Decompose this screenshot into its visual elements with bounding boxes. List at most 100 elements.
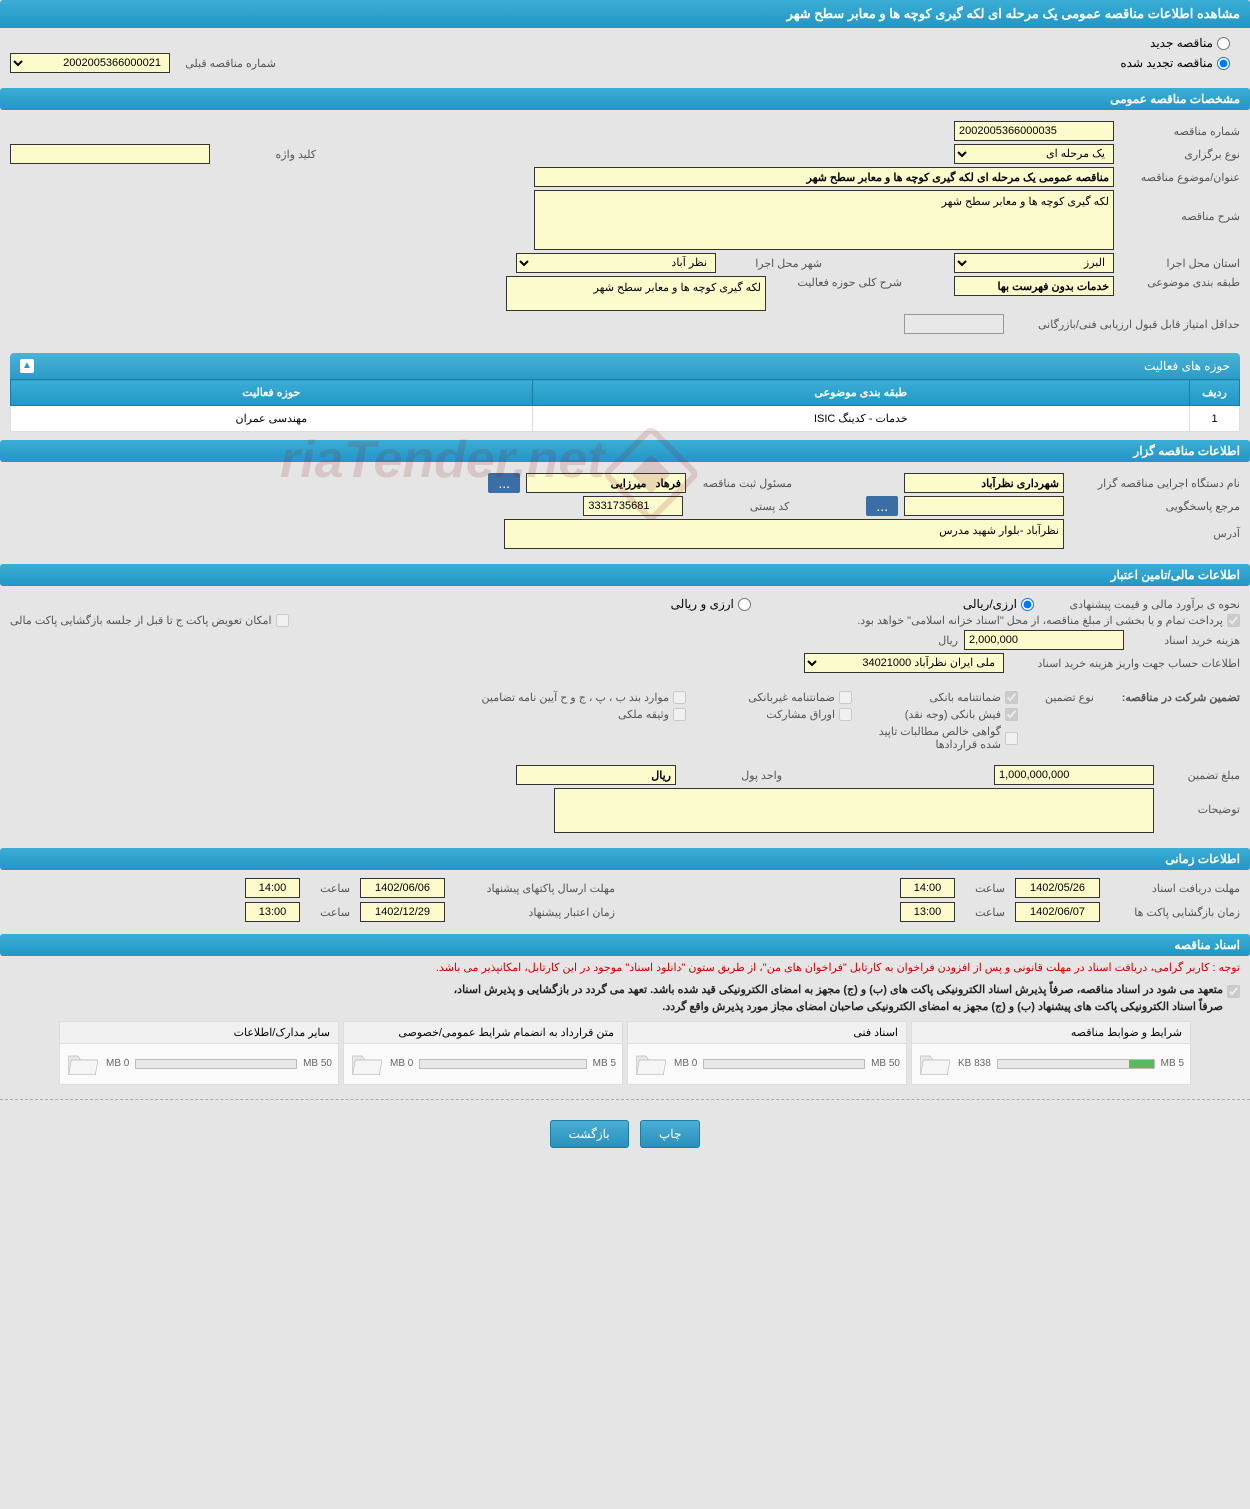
doc-title: سایر مدارک/اطلاعات [60, 1022, 338, 1044]
prev-tender-select[interactable]: 2002005366000021 [10, 53, 170, 73]
activity-row: 1 خدمات - کدینگ ISIC مهندسی عمران [11, 406, 1240, 432]
doc-cost-unit: ریال [928, 634, 958, 647]
doc-progress-bar [703, 1059, 865, 1069]
city-select[interactable]: نظر آباد [516, 253, 716, 273]
holding-type-select[interactable]: یک مرحله ای [954, 144, 1114, 164]
back-button[interactable]: بازگشت [550, 1120, 629, 1148]
min-score-input[interactable] [904, 314, 1004, 334]
holding-type-label: نوع برگزاری [1120, 148, 1240, 161]
doc-used: 0 MB [390, 1058, 413, 1069]
reg-mgr-input[interactable] [526, 473, 686, 493]
keyword-input[interactable] [10, 144, 210, 164]
currency-unit-input[interactable] [516, 765, 676, 785]
activity-table: ردیف طبقه بندی موضوعی حوزه فعالیت 1 خدما… [10, 379, 1240, 432]
submit-time[interactable] [245, 878, 300, 898]
city-label: شهر محل اجرا [722, 257, 822, 270]
open-time[interactable] [900, 902, 955, 922]
commit-text-2: صرفاً اسناد الکترونیکی پاکت های پیشنهاد … [454, 999, 1223, 1017]
min-score-label: حداقل امتیاز قابل قبول ارزیابی فنی/بازرگ… [1010, 318, 1240, 331]
page-title-bar: مشاهده اطلاعات مناقصه عمومی یک مرحله ای … [0, 0, 1250, 28]
response-input[interactable] [904, 496, 1064, 516]
commit-text-1: متعهد می شود در اسناد مناقصه، صرفاً پذیر… [454, 982, 1223, 1000]
postal-input[interactable] [583, 496, 683, 516]
doc-title: متن قرارداد به انضمام شرایط عمومی/خصوصی [344, 1022, 622, 1044]
doc-total: 50 MB [303, 1058, 332, 1069]
activity-desc-label: شرح کلی حوزه فعالیت [772, 276, 902, 289]
response-lookup-button[interactable]: ... [866, 496, 898, 516]
doc-box[interactable]: سایر مدارک/اطلاعات50 MB0 MB [59, 1021, 339, 1085]
address-textarea[interactable]: نظرآباد -بلوار شهید مدرس [504, 519, 1064, 549]
activity-panel-title: حوزه های فعالیت [1144, 359, 1230, 373]
activity-panel-header: حوزه های فعالیت ▲ [10, 353, 1240, 379]
radio-rial[interactable] [1021, 598, 1034, 611]
desc-textarea[interactable]: لکه گیری کوچه ها و معابر سطح شهر [534, 190, 1114, 250]
activity-desc-textarea[interactable]: لکه گیری کوچه ها و معابر سطح شهر [506, 276, 766, 311]
section-time-header: اطلاعات زمانی [0, 848, 1250, 870]
checkbox-swap [276, 614, 289, 627]
guarantee-amt-input[interactable] [994, 765, 1154, 785]
doc-box[interactable]: شرایط و ضوابط مناقصه5 MB838 KB [911, 1021, 1191, 1085]
section-docs-header: اسناد مناقصه [0, 934, 1250, 956]
guarantee-type-label: نوع تضمین [1024, 691, 1094, 704]
warning-text: توجه : کاربر گرامی، دریافت اسناد در مهلت… [0, 956, 1250, 982]
receive-date[interactable] [1015, 878, 1100, 898]
category-input[interactable] [954, 276, 1114, 296]
guarantee-title: تضمین شرکت در مناقصه: [1100, 691, 1240, 704]
g-bank [1005, 691, 1018, 704]
validity-date[interactable] [360, 902, 445, 922]
account-select[interactable]: ملی ایران نظرآباد 34021000 [804, 653, 1004, 673]
doc-cost-label: هزینه خرید اسناد [1130, 634, 1240, 647]
receive-label: مهلت دریافت اسناد [1110, 882, 1240, 895]
doc-box[interactable]: اسناد فنی50 MB0 MB [627, 1021, 907, 1085]
category-label: طبقه بندی موضوعی [1120, 276, 1240, 289]
subject-input[interactable] [534, 167, 1114, 187]
commitment-checkbox [1227, 985, 1240, 998]
section-org-header: اطلاعات مناقصه گزار [0, 440, 1250, 462]
g-securities [839, 708, 852, 721]
print-button[interactable]: چاپ [640, 1120, 700, 1148]
guarantee-amt-label: مبلغ تضمین [1160, 769, 1240, 782]
folder-icon [66, 1050, 98, 1078]
page-title: مشاهده اطلاعات مناقصه عمومی یک مرحله ای … [787, 6, 1240, 21]
radio-new-label: مناقصه جدید [1150, 36, 1213, 50]
response-label: مرجع پاسخگویی [1070, 500, 1240, 513]
radio-new-tender[interactable] [1217, 37, 1230, 50]
doc-used: 0 MB [674, 1058, 697, 1069]
reg-mgr-label: مسئول ثبت مناقصه [692, 477, 792, 490]
address-label: آدرس [1070, 519, 1240, 540]
collapse-icon[interactable]: ▲ [20, 359, 34, 373]
open-date[interactable] [1015, 902, 1100, 922]
folder-icon [350, 1050, 382, 1078]
desc-label: شرح مناقصه [1120, 190, 1240, 223]
submit-date[interactable] [360, 878, 445, 898]
activity-th-field: حوزه فعالیت [11, 380, 533, 406]
account-label: اطلاعات حساب جهت واریز هزینه خرید اسناد [1010, 657, 1240, 670]
doc-total: 5 MB [593, 1058, 616, 1069]
currency-unit-label: واحد پول [682, 769, 782, 782]
validity-time[interactable] [245, 902, 300, 922]
keyword-label: کلید واژه [216, 148, 316, 161]
org-name-input[interactable] [904, 473, 1064, 493]
radio-renewed-tender[interactable] [1217, 57, 1230, 70]
notes-textarea[interactable] [554, 788, 1154, 833]
g-claims [1005, 732, 1018, 745]
tender-no-input[interactable] [954, 121, 1114, 141]
folder-icon [918, 1050, 950, 1078]
prev-tender-label: شماره مناقصه قبلی [176, 57, 276, 70]
doc-title: شرایط و ضوابط مناقصه [912, 1022, 1190, 1044]
activity-th-category: طبقه بندی موضوعی [532, 380, 1189, 406]
doc-cost-input[interactable] [964, 630, 1124, 650]
doc-box[interactable]: متن قرارداد به انضمام شرایط عمومی/خصوصی 5… [343, 1021, 623, 1085]
checkbox-payment-note [1227, 614, 1240, 627]
reg-mgr-lookup-button[interactable]: ... [488, 473, 520, 493]
notes-label: توضیحات [1160, 788, 1240, 816]
radio-both[interactable] [738, 598, 751, 611]
province-label: استان محل اجرا [1120, 257, 1240, 270]
tender-no-label: شماره مناقصه [1120, 125, 1240, 138]
g-property [673, 708, 686, 721]
receive-time[interactable] [900, 878, 955, 898]
doc-progress-bar [997, 1059, 1155, 1069]
province-select[interactable]: البرز [954, 253, 1114, 273]
doc-used: 838 KB [958, 1058, 991, 1069]
validity-label: زمان اعتبار پیشنهاد [455, 906, 615, 919]
